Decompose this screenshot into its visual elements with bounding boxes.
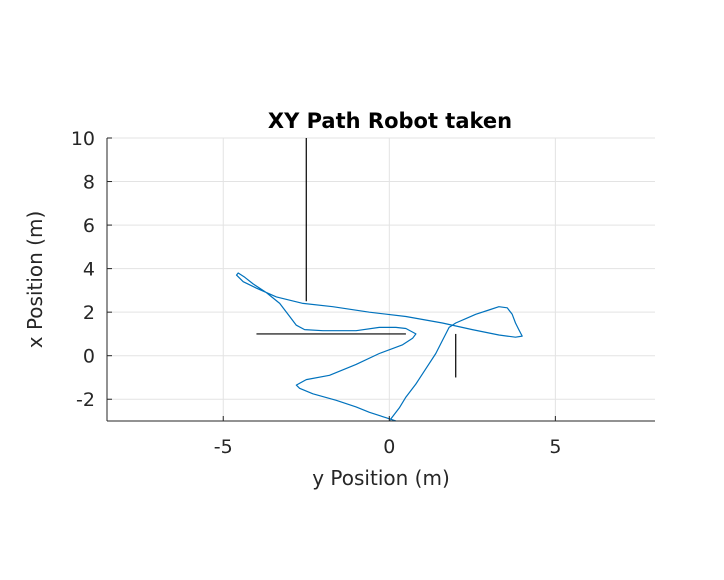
y-tick-label: 10 — [71, 128, 95, 150]
chart-title: XY Path Robot taken — [268, 109, 512, 133]
grid — [107, 137, 655, 421]
path-line — [235, 272, 523, 422]
y-tick-label: 8 — [83, 172, 95, 194]
path-series — [235, 272, 523, 422]
y-tick-label: 0 — [83, 346, 95, 368]
x-tick-label: 5 — [549, 436, 561, 458]
y-tick-label: 2 — [83, 302, 95, 324]
y-axis-label: x Position (m) — [23, 211, 47, 349]
y-tick-label: -2 — [76, 389, 95, 411]
x-tick-label: 0 — [383, 436, 395, 458]
x-tick-label: -5 — [214, 436, 233, 458]
x-axis-label: y Position (m) — [312, 466, 450, 490]
plot-area — [107, 138, 655, 421]
reference-lines — [256, 138, 457, 378]
ticks: -5 0 5 -2 0 2 4 6 8 10 — [71, 128, 562, 458]
y-tick-label: 4 — [83, 259, 95, 281]
axes — [106, 138, 655, 422]
y-tick-label: 6 — [83, 215, 95, 237]
